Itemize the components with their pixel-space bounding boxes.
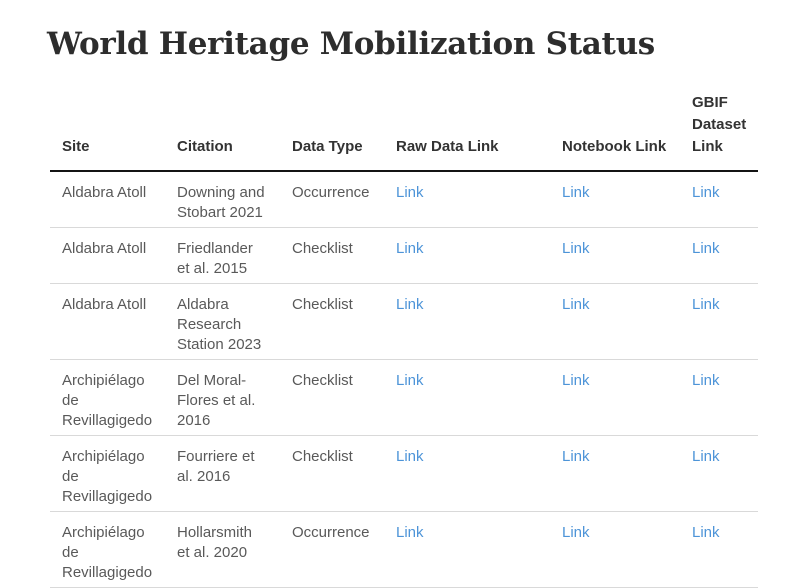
table-header: Site Citation Data Type Raw Data Link No… [50,92,758,172]
gbif-dataset-link[interactable]: Link [692,372,720,389]
gbif-dataset-link[interactable]: Link [692,184,720,201]
raw-data-link-cell: Link [396,359,562,436]
citation-cell: Hollarsmith et al. 2020 [177,511,292,588]
column-header-citation: Citation [177,92,292,172]
table-header-row: Site Citation Data Type Raw Data Link No… [50,92,758,172]
table-body: Aldabra Atoll Downing and Stobart 2021 O… [50,171,758,588]
raw-data-link[interactable]: Link [396,524,424,541]
gbif-dataset-link-cell: Link [692,435,758,512]
notebook-link-cell: Link [562,227,692,284]
column-header-data-type: Data Type [292,92,396,172]
raw-data-link-cell: Link [396,227,562,284]
notebook-link[interactable]: Link [562,240,590,257]
notebook-link[interactable]: Link [562,448,590,465]
raw-data-link[interactable]: Link [396,296,424,313]
notebook-link[interactable]: Link [562,524,590,541]
data-type-cell: Checklist [292,283,396,360]
gbif-dataset-link-cell: Link [692,171,758,228]
data-type-cell: Occurrence [292,511,396,588]
raw-data-link-cell: Link [396,435,562,512]
gbif-dataset-link[interactable]: Link [692,240,720,257]
site-cell: Archipiélago de Revillagigedo [50,435,177,512]
gbif-dataset-link[interactable]: Link [692,296,720,313]
column-header-gbif-dataset-link: GBIF Dataset Link [692,92,758,172]
citation-cell: Del Moral-Flores et al. 2016 [177,359,292,436]
table-row: Archipiélago de Revillagigedo Hollarsmit… [50,511,758,588]
citation-cell: Aldabra Research Station 2023 [177,283,292,360]
citation-cell: Fourriere et al. 2016 [177,435,292,512]
notebook-link-cell: Link [562,359,692,436]
site-cell: Archipiélago de Revillagigedo [50,359,177,436]
raw-data-link[interactable]: Link [396,184,424,201]
gbif-dataset-link-cell: Link [692,283,758,360]
column-header-site: Site [50,92,177,172]
site-cell: Archipiélago de Revillagigedo [50,511,177,588]
notebook-link-cell: Link [562,171,692,228]
gbif-dataset-link-cell: Link [692,511,758,588]
notebook-link-cell: Link [562,511,692,588]
table-row: Aldabra Atoll Friedlander et al. 2015 Ch… [50,227,758,284]
data-type-cell: Occurrence [292,171,396,228]
site-cell: Aldabra Atoll [50,171,177,228]
citation-cell: Friedlander et al. 2015 [177,227,292,284]
site-cell: Aldabra Atoll [50,283,177,360]
page-title: World Heritage Mobilization Status [47,26,655,62]
citation-cell: Downing and Stobart 2021 [177,171,292,228]
raw-data-link[interactable]: Link [396,240,424,257]
site-cell: Aldabra Atoll [50,227,177,284]
gbif-dataset-link[interactable]: Link [692,448,720,465]
raw-data-link-cell: Link [396,283,562,360]
column-header-raw-data-link: Raw Data Link [396,92,562,172]
data-type-cell: Checklist [292,227,396,284]
raw-data-link[interactable]: Link [396,372,424,389]
notebook-link-cell: Link [562,283,692,360]
raw-data-link-cell: Link [396,171,562,228]
gbif-dataset-link-cell: Link [692,359,758,436]
mobilization-status-table: Site Citation Data Type Raw Data Link No… [50,92,758,588]
notebook-link-cell: Link [562,435,692,512]
raw-data-link-cell: Link [396,511,562,588]
notebook-link[interactable]: Link [562,184,590,201]
raw-data-link[interactable]: Link [396,448,424,465]
gbif-dataset-link-cell: Link [692,227,758,284]
data-type-cell: Checklist [292,435,396,512]
data-type-cell: Checklist [292,359,396,436]
notebook-link[interactable]: Link [562,296,590,313]
table-row: Archipiélago de Revillagigedo Del Moral-… [50,359,758,436]
notebook-link[interactable]: Link [562,372,590,389]
mobilization-status-table-wrap: Site Citation Data Type Raw Data Link No… [50,92,758,588]
table-row: Aldabra Atoll Downing and Stobart 2021 O… [50,171,758,228]
table-row: Archipiélago de Revillagigedo Fourriere … [50,435,758,512]
gbif-dataset-link[interactable]: Link [692,524,720,541]
table-row: Aldabra Atoll Aldabra Research Station 2… [50,283,758,360]
column-header-notebook-link: Notebook Link [562,92,692,172]
